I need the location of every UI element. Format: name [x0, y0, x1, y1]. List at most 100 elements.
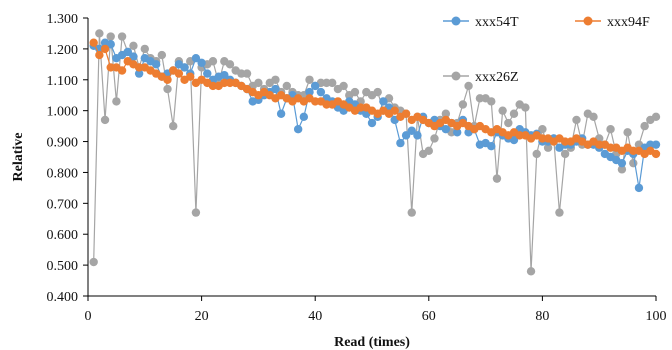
y-tick-label: 1.100 [47, 74, 79, 89]
data-point [191, 208, 201, 217]
data-point [640, 121, 649, 131]
x-tick-label: 60 [422, 309, 436, 324]
data-point [458, 100, 468, 109]
y-tick-label: 0.800 [47, 166, 79, 181]
axes-layer: 0.400 0.500 0.600 0.700 0.800 0.900 1.000 1.100… [11, 12, 667, 350]
data-point [430, 134, 439, 143]
y-axis-title: Relative [11, 133, 26, 182]
data-point [367, 118, 377, 128]
data-point [651, 140, 661, 149]
data-point [299, 112, 309, 122]
data-point [339, 81, 348, 91]
x-axis-title: Read (times) [334, 335, 410, 350]
data-point [117, 66, 127, 75]
data-point [163, 84, 172, 94]
y-tick-label: 0.400 [47, 290, 79, 305]
data-point [174, 69, 184, 78]
data-point [509, 109, 519, 118]
x-tick-label: 0 [85, 309, 92, 324]
y-tick-label: 0.500 [47, 259, 79, 274]
legend-item-xxx26Z: xxx26Z [443, 70, 519, 85]
data-point [396, 138, 405, 148]
data-point [629, 158, 638, 168]
data-point [254, 78, 263, 88]
data-point [157, 50, 167, 60]
data-point [487, 141, 496, 151]
data-point [282, 81, 291, 91]
data-point [407, 126, 416, 135]
y-tick-label: 0.700 [47, 197, 79, 212]
data-point [413, 131, 422, 140]
data-point [129, 41, 138, 50]
data-point [134, 69, 144, 78]
legend-label: xxx54T [475, 15, 519, 30]
data-point [487, 97, 496, 106]
legend-item-xxx54T: xxx54T [443, 15, 519, 30]
data-point [543, 143, 553, 152]
data-point [123, 47, 132, 57]
data-point [572, 115, 581, 125]
data-point [129, 52, 138, 61]
data-point [509, 135, 519, 145]
series-xxx26Z [89, 29, 661, 276]
data-point [203, 69, 212, 78]
data-point [401, 109, 411, 118]
data-point [424, 146, 433, 156]
legend-swatch-marker [451, 71, 461, 81]
data-point [407, 208, 416, 217]
data-point [112, 97, 121, 106]
legend-label: xxx26Z [475, 70, 519, 85]
data-point [617, 165, 627, 174]
y-tick-label: 0.900 [47, 136, 79, 151]
data-point [311, 81, 320, 91]
data-point [95, 29, 104, 38]
data-point [617, 158, 627, 168]
data-point [373, 87, 382, 97]
data-point [169, 121, 178, 131]
data-point [95, 50, 104, 60]
data-point [242, 69, 252, 78]
x-tick-label: 100 [646, 309, 667, 324]
data-point [117, 32, 127, 41]
x-tick-label: 20 [195, 309, 209, 324]
data-point [555, 208, 564, 217]
data-point [271, 84, 280, 94]
data-point [634, 183, 644, 193]
data-point [191, 53, 201, 63]
data-point [390, 106, 399, 115]
data-point [526, 267, 536, 276]
data-point [441, 109, 451, 118]
data-point [180, 63, 189, 72]
x-tick-label: 80 [535, 309, 549, 324]
data-point [208, 57, 218, 66]
data-point [305, 75, 314, 84]
data-point [106, 32, 115, 41]
x-axis-ticks: 0 20 40 60 80 100 [85, 296, 667, 324]
data-point [623, 128, 632, 137]
series-line [93, 33, 657, 272]
data-point [651, 112, 661, 122]
data-point [498, 106, 507, 115]
data-point [89, 38, 98, 47]
legend-item-xxx94F: xxx94F [575, 15, 650, 30]
data-point [106, 40, 115, 49]
data-point [379, 97, 388, 106]
data-point [220, 70, 229, 80]
data-point [606, 125, 615, 134]
data-point [560, 149, 570, 159]
data-point [651, 149, 661, 159]
data-point [89, 257, 98, 267]
y-tick-label: 1.200 [47, 43, 79, 58]
legend-swatch-marker [583, 16, 593, 26]
data-point [151, 60, 161, 69]
data-point [328, 78, 337, 88]
data-point [100, 44, 110, 54]
data-point [186, 72, 195, 81]
data-point [504, 118, 513, 128]
data-point [316, 87, 326, 97]
data-point [521, 103, 530, 112]
data-point [271, 75, 280, 84]
legend-swatch-marker [451, 16, 461, 26]
